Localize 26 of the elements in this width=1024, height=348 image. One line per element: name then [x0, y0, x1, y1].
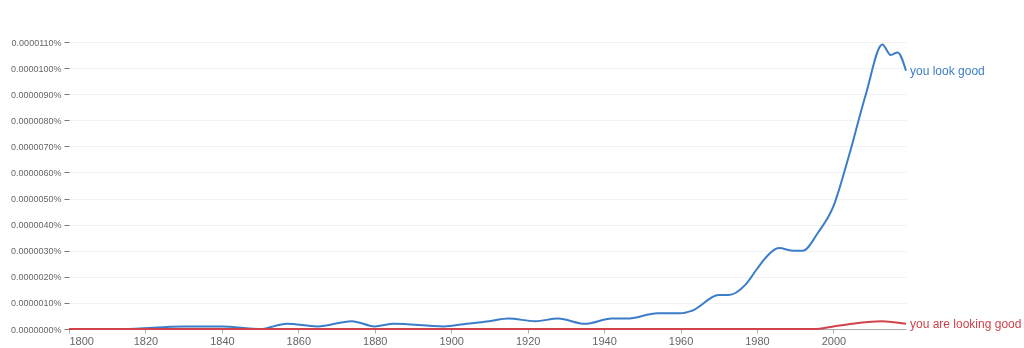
line-series	[68, 320, 907, 330]
series-label: you are looking good	[910, 316, 1022, 331]
x-tick-label: 1840	[210, 334, 235, 347]
y-tick-label: 0.0000060%	[10, 167, 62, 178]
x-tick-label: 1960	[668, 334, 694, 347]
x-tick-label: 1880	[363, 334, 388, 347]
y-tick-label: 0.0000020%	[10, 272, 62, 283]
y-tick-label: 0.0000090%	[10, 89, 62, 100]
x-tick-label: 1800	[69, 334, 94, 347]
y-tick-label: 0.0000040%	[10, 220, 62, 231]
x-tick-label: 1900	[439, 334, 464, 347]
y-tick-label: 0.0000050%	[10, 194, 62, 205]
x-tick-label: 1980	[745, 334, 770, 347]
x-tick-label: 1940	[592, 334, 617, 347]
x-tick-label: 1860	[286, 334, 312, 347]
x-tick-label: 1820	[133, 334, 159, 347]
x-tick-label: 2000	[821, 334, 847, 347]
y-tick-label: 0.0000080%	[10, 115, 62, 126]
y-tick-label: 0.0000030%	[10, 246, 62, 257]
series-label: you look good	[910, 63, 985, 78]
y-tick-label: 0.0000110%	[11, 37, 62, 48]
y-tick-label: 0.0000000%	[10, 324, 62, 335]
y-tick-label: 0.0000010%	[10, 298, 62, 309]
x-tick-label: 1920	[515, 334, 541, 347]
y-tick-label: 0.0000070%	[10, 141, 62, 152]
y-tick-label: 0.0000100%	[10, 63, 62, 74]
